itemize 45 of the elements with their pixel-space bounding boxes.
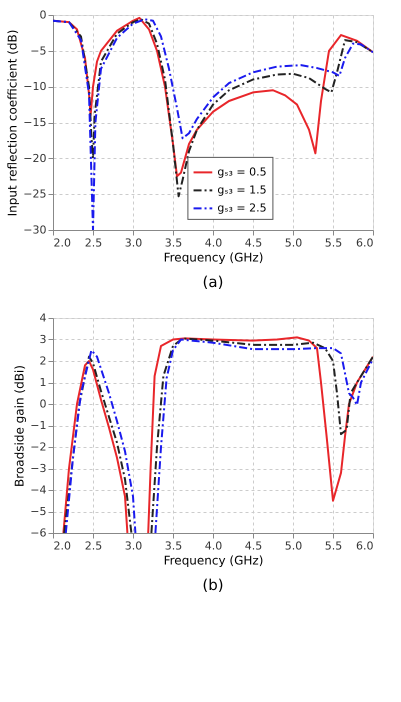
x-tick-label: 3.5 [164,540,182,552]
y-tick-label: −25 [23,188,46,201]
y-axis-title: Broadside gain (dBi) [12,365,26,487]
y-tick-label: 3 [40,333,46,346]
y-tick-label: 1 [40,376,46,389]
x-tick-label: 2.5 [84,540,102,552]
x-axis-title: Frequency (GHz) [164,554,264,568]
y-tick-label: 0 [40,8,46,22]
y-axis-title: Input reflection coefficient (dB) [5,30,20,216]
x-tick-label: 3.0 [124,540,142,552]
text: (a) [202,273,224,291]
y-tick-label: −6 [30,526,46,540]
x-tick-label: 4.0 [204,236,222,250]
x-tick-label: 3.5 [164,236,182,250]
x-tick-label: 6.0 [356,540,374,552]
y-tick-label: −1 [30,419,46,432]
x-tick-label: 5.0 [284,236,302,250]
legend-label: gₛ₃ = 1.5 [217,183,267,196]
y-tick-label: −3 [30,462,46,475]
x-tick-label: 6.0 [356,236,374,250]
text: (b) [202,576,224,594]
x-axis-title: Frequency (GHz) [164,250,264,264]
y-tick-label: −5 [30,505,46,518]
y-tick-label: 0 [40,398,46,410]
y-tick-label: 2 [40,354,46,368]
x-tick-label: 4.0 [204,540,222,552]
x-tick-label: 5.5 [324,540,342,552]
y-tick-label: −5 [30,44,46,58]
y-tick-label: −15 [23,116,46,129]
legend-label: gₛ₃ = 2.5 [217,201,267,214]
x-tick-label: 3.0 [124,236,142,250]
y-tick-label: 4 [40,312,46,324]
y-tick-label: −20 [23,152,46,165]
x-tick-label: 2.5 [84,236,102,250]
x-tick-label: 5.5 [324,236,342,250]
y-tick-label: −4 [30,484,46,496]
y-tick-label: −30 [23,224,46,236]
legend-label: gₛ₃ = 0.5 [217,165,267,178]
x-tick-label: 4.5 [244,236,262,250]
x-tick-label: 2.0 [54,236,71,250]
x-tick-label: 2.0 [54,540,71,552]
x-tick-label: 5.0 [284,540,302,552]
y-tick-label: −2 [30,440,46,454]
x-tick-label: 4.5 [244,540,262,552]
y-tick-label: −10 [23,80,46,94]
